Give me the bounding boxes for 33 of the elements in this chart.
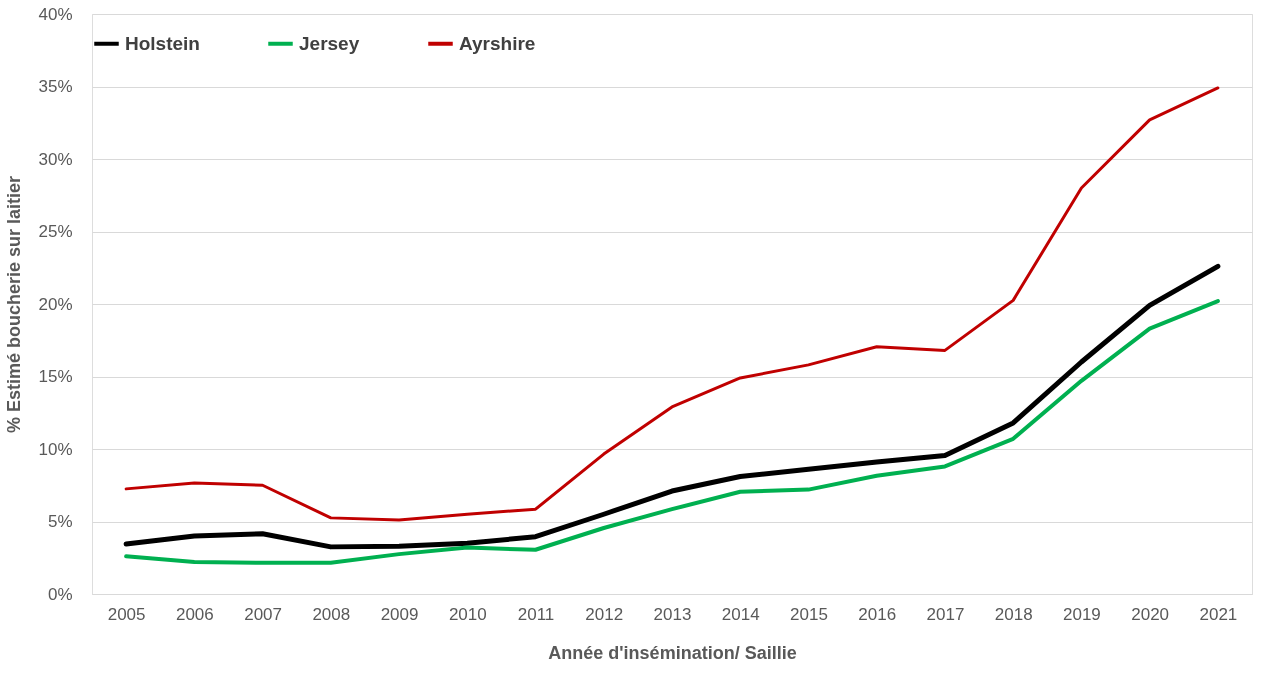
y-axis-title: % Estimé boucherie sur laitier (4, 175, 25, 434)
x-tick-label: 2020 (1131, 604, 1170, 624)
y-tick-label: 35% (38, 77, 73, 96)
x-tick-label: 2017 (926, 604, 965, 624)
x-tick-label: 2013 (653, 604, 692, 624)
y-tick-label: 20% (38, 294, 73, 314)
legend-label: Ayrshire (459, 32, 536, 54)
x-axis-title: Année d'insémination/ Saillie (548, 642, 797, 663)
x-tick-label: 2016 (858, 604, 897, 624)
x-tick-label: 2005 (107, 604, 146, 624)
line-series (124, 299, 1220, 565)
x-tick-label: 2019 (1063, 604, 1101, 624)
y-tick-label: 0% (47, 584, 73, 604)
x-tick-label: 2009 (380, 604, 419, 624)
x-tick-label: 2012 (585, 604, 624, 624)
x-tick-label: 2007 (244, 604, 282, 624)
y-tick-label: 40% (38, 4, 73, 24)
x-tick-label: 2006 (175, 604, 214, 624)
line-series (124, 86, 1220, 522)
legend-label: Jersey (299, 32, 360, 54)
x-tick-label: 2015 (790, 604, 828, 624)
legend-label: Holstein (125, 32, 200, 54)
y-tick-label: 30% (38, 149, 73, 169)
x-tick-label: 2008 (312, 604, 351, 624)
y-tick-label: 15% (38, 367, 73, 386)
y-tick-label: 5% (47, 512, 73, 531)
y-tick-label: 25% (38, 222, 73, 241)
x-tick-label: 2021 (1199, 604, 1238, 624)
y-tick-label: 10% (38, 439, 73, 459)
x-tick-label: 2011 (517, 604, 555, 624)
x-tick-label: 2014 (721, 604, 760, 624)
x-tick-label: 2018 (994, 604, 1033, 624)
x-tick-label: 2010 (448, 604, 487, 624)
